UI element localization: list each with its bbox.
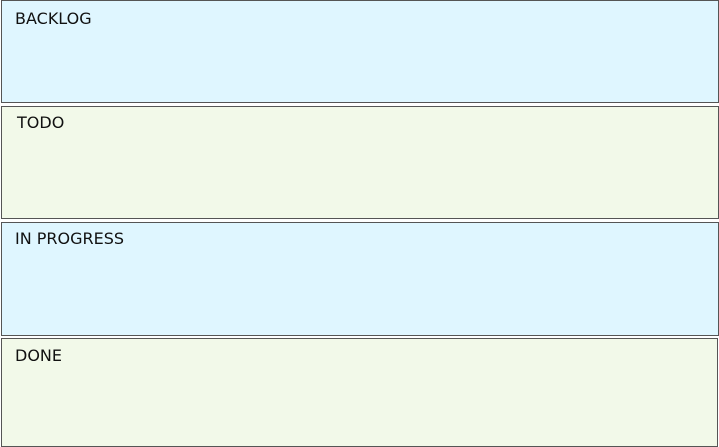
- lane-title-todo: TODO: [17, 113, 65, 132]
- lane-title-backlog: BACKLOG: [15, 9, 92, 28]
- lane-title-done: DONE: [15, 346, 62, 365]
- lane-todo: TODO: [1, 106, 719, 219]
- lane-title-in-progress: IN PROGRESS: [15, 229, 125, 248]
- lane-in-progress: IN PROGRESS: [1, 222, 719, 336]
- lane-done: DONE: [1, 338, 718, 447]
- lane-backlog: BACKLOG: [1, 0, 719, 103]
